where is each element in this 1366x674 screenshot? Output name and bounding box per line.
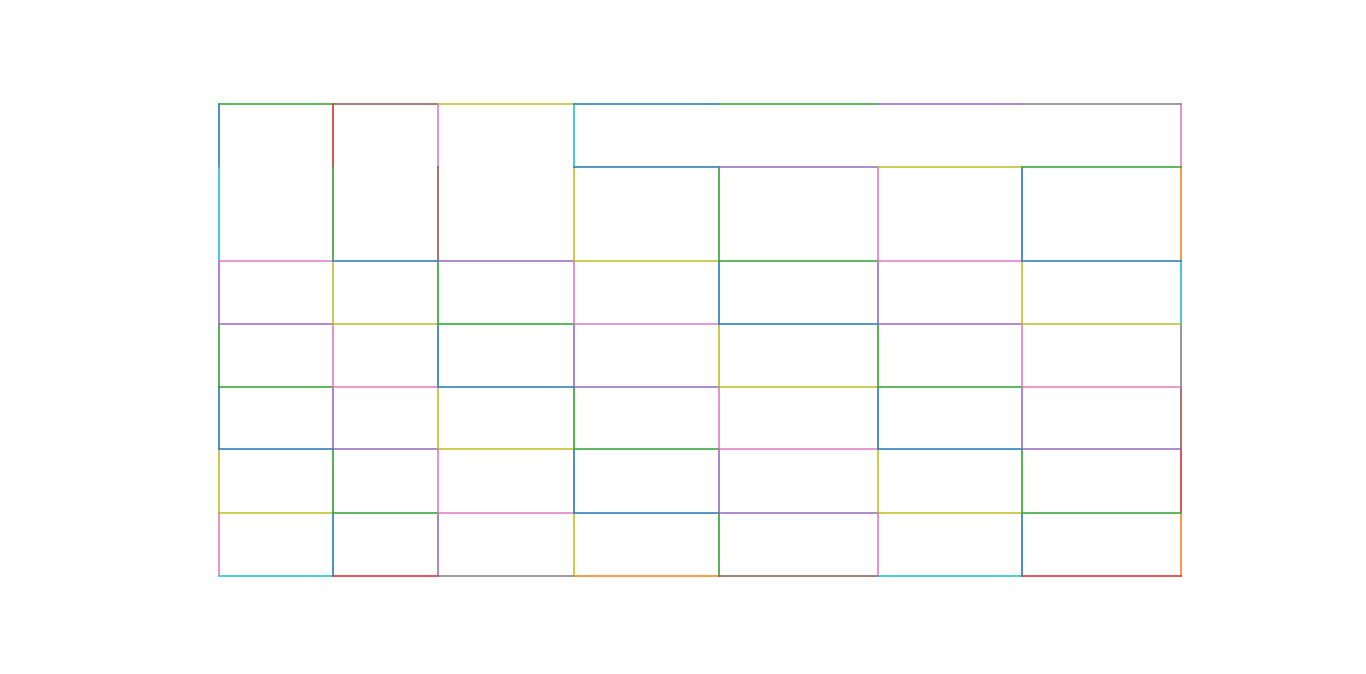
table-grid <box>218 103 1182 577</box>
